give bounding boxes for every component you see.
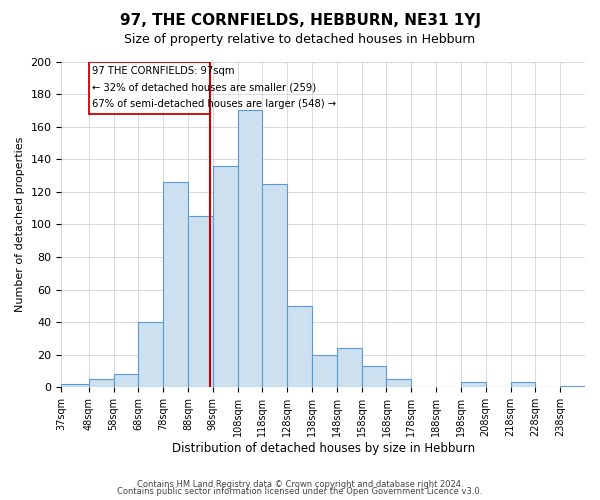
Y-axis label: Number of detached properties: Number of detached properties (15, 136, 25, 312)
Bar (89, 379, 113, 388)
Bar (312, 355, 337, 388)
Bar (113, 374, 139, 388)
Bar (163, 182, 188, 388)
Bar (262, 184, 287, 388)
Bar (287, 306, 312, 388)
Text: 97, THE CORNFIELDS, HEBBURN, NE31 1YJ: 97, THE CORNFIELDS, HEBBURN, NE31 1YJ (119, 12, 481, 28)
Text: Size of property relative to detached houses in Hebburn: Size of property relative to detached ho… (124, 32, 476, 46)
Bar (337, 348, 362, 388)
Bar (213, 166, 238, 388)
Bar (139, 322, 163, 388)
Text: Contains HM Land Registry data © Crown copyright and database right 2024.: Contains HM Land Registry data © Crown c… (137, 480, 463, 489)
Text: 67% of semi-detached houses are larger (548) →: 67% of semi-detached houses are larger (… (92, 99, 337, 109)
Bar (560, 386, 585, 388)
X-axis label: Distribution of detached houses by size in Hebburn: Distribution of detached houses by size … (172, 442, 475, 455)
Bar (461, 382, 486, 388)
Text: ← 32% of detached houses are smaller (259): ← 32% of detached houses are smaller (25… (92, 82, 317, 92)
Bar (362, 366, 386, 388)
FancyBboxPatch shape (89, 62, 210, 114)
Text: Contains public sector information licensed under the Open Government Licence v3: Contains public sector information licen… (118, 487, 482, 496)
Text: 97 THE CORNFIELDS: 97sqm: 97 THE CORNFIELDS: 97sqm (92, 66, 235, 76)
Bar (386, 379, 411, 388)
Bar (511, 382, 535, 388)
Bar (188, 216, 213, 388)
Bar (238, 110, 262, 388)
Bar (61, 384, 89, 388)
